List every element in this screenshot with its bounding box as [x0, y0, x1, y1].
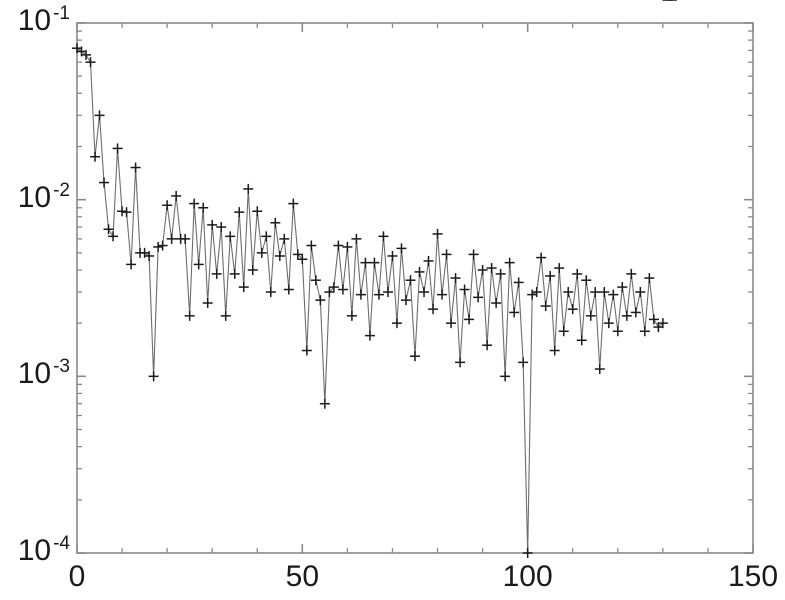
- y-tick-exponent: -3: [53, 356, 70, 378]
- axes-frame: [76, 22, 754, 554]
- y-axis-ticks: [77, 22, 753, 554]
- y-tick-mantissa: 10: [17, 357, 52, 391]
- y-tick-mantissa: 10: [17, 534, 52, 567]
- y-tick-label--2: 10 -2: [18, 181, 70, 213]
- y-tick-mantissa: 10: [17, 180, 52, 214]
- y-tick-label--1: 10 -1: [18, 4, 70, 36]
- x-tick-label-50: 50: [285, 560, 320, 593]
- x-tick-label-150: 150: [727, 560, 779, 593]
- y-tick-label--3: 10 -3: [18, 357, 70, 389]
- x-tick-label-100: 100: [502, 560, 553, 593]
- x-axis-ticks: [76, 23, 754, 553]
- x-tick-label-0: 0: [68, 560, 86, 593]
- y-tick-exponent: -1: [53, 3, 70, 24]
- data-series-markers: [72, 0, 677, 558]
- y-tick-label--4: 10 -4: [18, 534, 70, 566]
- y-tick-exponent: -2: [53, 179, 70, 201]
- y-tick-mantissa: 10: [17, 4, 52, 37]
- y-tick-exponent: -4: [53, 533, 70, 554]
